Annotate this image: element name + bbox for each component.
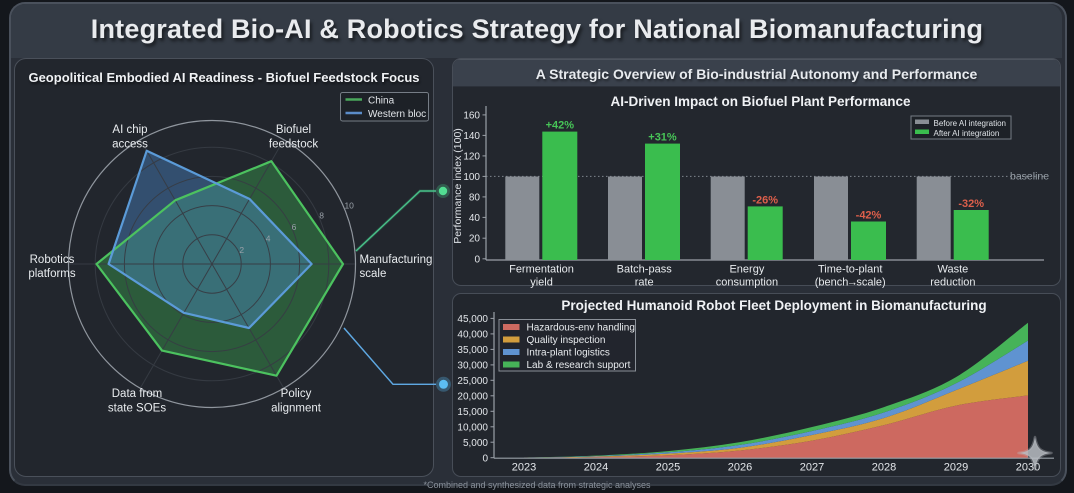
svg-text:Fermentation: Fermentation [509,264,574,276]
svg-text:10,000: 10,000 [457,422,488,433]
svg-text:2029: 2029 [944,462,968,474]
svg-text:After AI integration: After AI integration [934,129,1000,138]
svg-text:80: 80 [469,192,481,203]
svg-text:Hazardous-env handling: Hazardous-env handling [527,323,635,334]
svg-text:Waste: Waste [938,264,969,276]
svg-text:baseline: baseline [1010,171,1049,183]
svg-text:+42%: +42% [546,120,575,132]
svg-text:alignment: alignment [271,403,322,415]
svg-text:35,000: 35,000 [457,345,488,356]
svg-text:Robotics: Robotics [30,254,75,266]
svg-text:45,000: 45,000 [457,314,488,325]
svg-text:Time-to-plant: Time-to-plant [818,264,882,276]
svg-text:25,000: 25,000 [457,376,488,387]
svg-text:140: 140 [463,131,480,142]
svg-text:rate: rate [635,277,654,289]
svg-text:Lab & research support: Lab & research support [527,360,631,371]
svg-text:Batch-pass: Batch-pass [617,264,673,276]
svg-text:10: 10 [344,200,354,210]
svg-text:Intra-plant logistics: Intra-plant logistics [527,348,610,359]
svg-text:Policy: Policy [281,388,312,400]
svg-text:20: 20 [469,234,481,245]
svg-text:0: 0 [482,453,488,464]
svg-text:platforms: platforms [28,268,76,280]
svg-text:access: access [112,139,148,151]
svg-text:6: 6 [292,222,297,232]
svg-text:15,000: 15,000 [457,407,488,418]
svg-text:consumption: consumption [716,277,778,289]
svg-text:Data from: Data from [112,388,163,400]
svg-text:(bench→scale): (bench→scale) [815,277,886,289]
svg-text:scale: scale [360,268,387,280]
svg-text:Energy: Energy [729,264,764,276]
svg-text:Before AI integration: Before AI integration [934,119,1007,128]
svg-text:160: 160 [463,110,480,121]
svg-text:feedstock: feedstock [269,139,318,151]
svg-text:Quality inspection: Quality inspection [527,335,606,346]
svg-text:AI chip: AI chip [112,124,147,136]
svg-text:2028: 2028 [872,462,896,474]
svg-text:120: 120 [463,151,480,162]
svg-text:2026: 2026 [728,462,752,474]
svg-text:0: 0 [474,254,480,265]
svg-text:40,000: 40,000 [457,330,488,341]
svg-text:100: 100 [463,172,480,183]
svg-text:-32%: -32% [958,198,984,210]
svg-text:-42%: -42% [856,209,882,221]
svg-text:2024: 2024 [584,462,608,474]
svg-text:8: 8 [319,211,324,221]
svg-text:2027: 2027 [800,462,824,474]
svg-text:reduction: reduction [930,277,975,289]
svg-text:40: 40 [469,213,481,224]
svg-text:Biofuel: Biofuel [276,124,311,136]
svg-text:Manufacturing: Manufacturing [360,254,433,266]
svg-text:-26%: -26% [752,194,778,206]
svg-text:2: 2 [239,245,244,255]
svg-text:20,000: 20,000 [457,391,488,402]
svg-text:2025: 2025 [656,462,680,474]
svg-text:+31%: +31% [648,132,677,144]
svg-text:Western bloc: Western bloc [368,109,426,120]
svg-text:5,000: 5,000 [463,438,488,449]
svg-text:China: China [368,96,395,107]
svg-text:30,000: 30,000 [457,361,488,372]
svg-text:state SOEs: state SOEs [108,403,166,415]
svg-text:2023: 2023 [512,462,536,474]
svg-text:yield: yield [530,277,553,289]
svg-text:Performance index (100): Performance index (100) [452,128,464,244]
svg-text:4: 4 [266,234,271,244]
